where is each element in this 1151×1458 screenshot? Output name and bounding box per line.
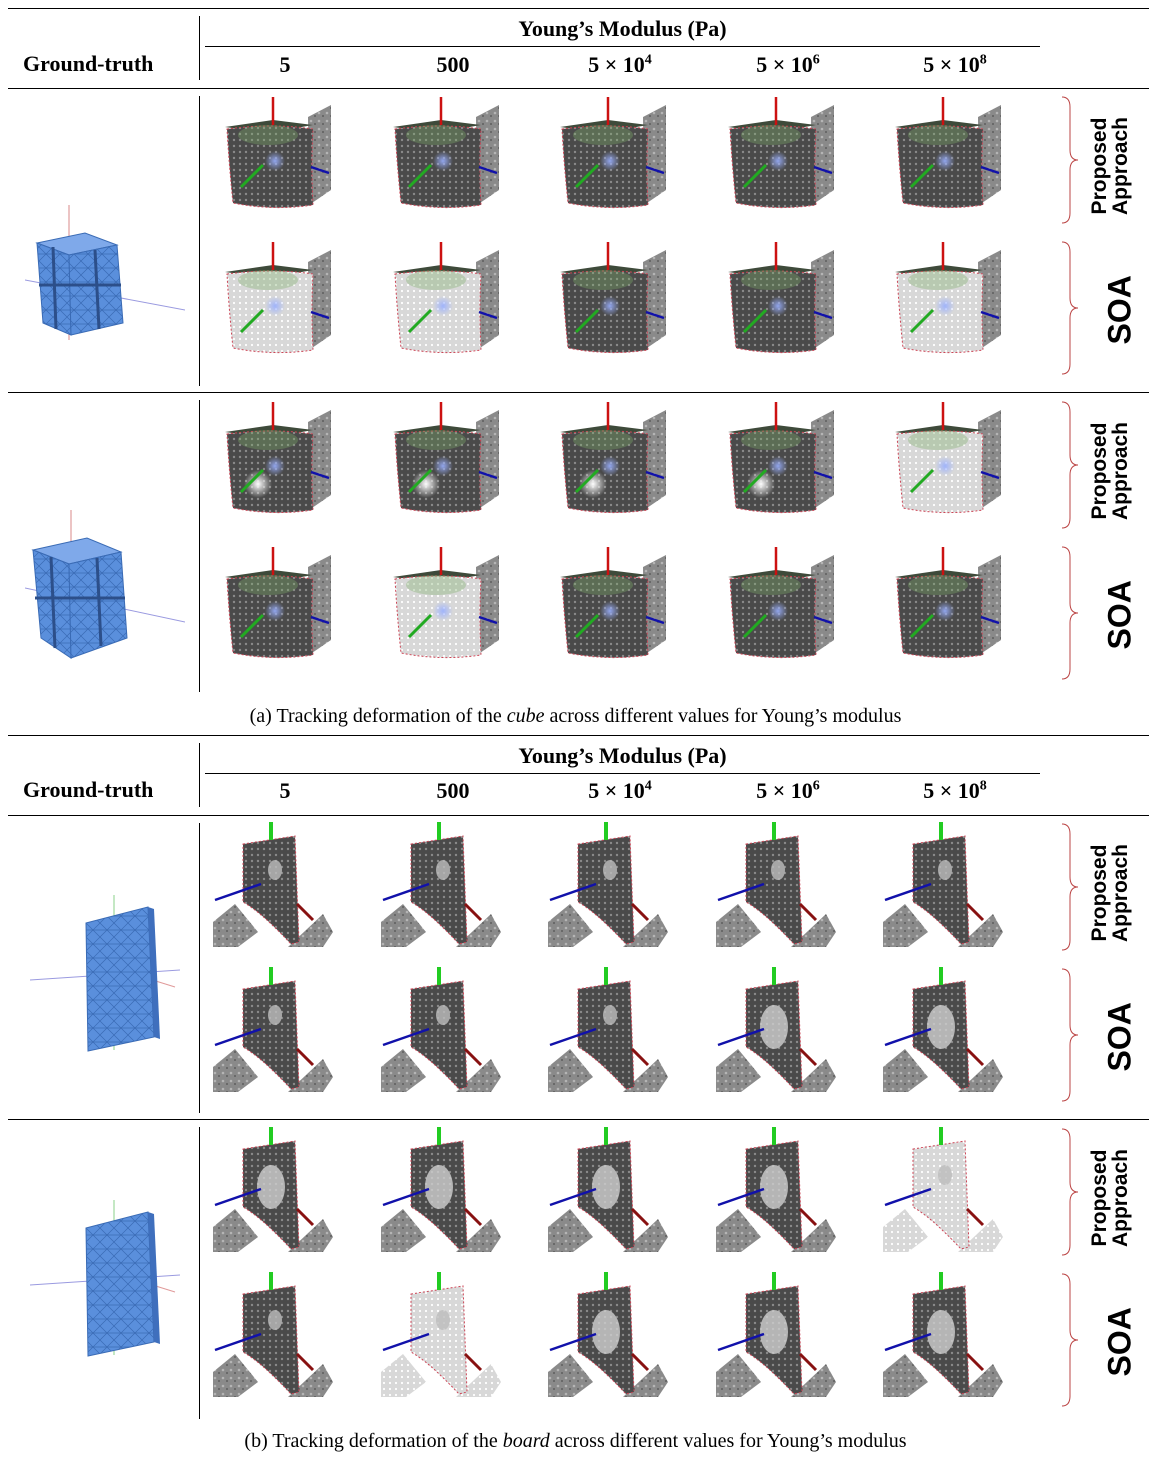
caption-a: (a) Tracking deformation of the cube acr… xyxy=(249,705,902,727)
column-header-b-5: 5 xyxy=(279,778,291,803)
ground-truth-label-b: Ground-truth xyxy=(23,777,154,802)
header-title: Young’s Modulus (Pa) xyxy=(518,16,727,41)
board-render-r2-5e6 xyxy=(716,967,836,1092)
column-header-b-5e6: 5 × 106 xyxy=(756,778,820,803)
ground-truth-cube-2 xyxy=(25,510,185,660)
side-label-soa-a2: SOA xyxy=(1060,545,1150,681)
cube-render-r1-5e6 xyxy=(716,95,836,220)
cube-render-r1-5e8 xyxy=(883,95,1003,220)
side-label-soa-a1: SOA xyxy=(1060,240,1150,376)
ground-truth-cube-1 xyxy=(25,205,185,345)
board-render-r4-5e8 xyxy=(883,1272,1003,1397)
board-render-r4-5e4 xyxy=(548,1272,668,1397)
ground-truth-board-1 xyxy=(30,895,180,1055)
board-render-r4-5 xyxy=(213,1272,333,1397)
cube-render-r4-5e4 xyxy=(548,545,668,670)
cube-render-r3-5e8 xyxy=(883,400,1003,525)
column-header-b-500: 500 xyxy=(436,778,470,803)
caption-b: (b) Tracking deformation of the board ac… xyxy=(244,1430,907,1452)
panel-a: Young’s Modulus (Pa) Ground-truth 5 500 … xyxy=(8,8,1150,727)
board-render-r2-5e8 xyxy=(883,967,1003,1092)
cube-render-r4-5e8 xyxy=(883,545,1003,670)
ground-truth-board-2 xyxy=(30,1200,180,1360)
cube-render-r2-5e4 xyxy=(548,240,668,365)
board-render-r1-5e8 xyxy=(883,822,1003,947)
board-render-r3-5e8 xyxy=(883,1127,1003,1252)
cube-render-r2-5 xyxy=(213,240,333,365)
column-header-b-5e4: 5 × 104 xyxy=(588,778,652,803)
column-header-5e4: 5 × 104 xyxy=(588,52,652,77)
cube-render-r2-5e6 xyxy=(716,240,836,365)
board-render-r4-5e6 xyxy=(716,1272,836,1397)
column-header-5e6: 5 × 106 xyxy=(756,52,820,77)
side-label-soa-b1: SOA xyxy=(1060,967,1150,1103)
board-render-r4-500 xyxy=(381,1272,501,1397)
board-render-r2-500 xyxy=(381,967,501,1092)
cube-render-r1-500 xyxy=(381,95,501,220)
column-header-5: 5 xyxy=(279,52,291,77)
ground-truth-label: Ground-truth xyxy=(23,51,154,76)
board-render-r2-5e4 xyxy=(548,967,668,1092)
board-render-r1-5 xyxy=(213,822,333,947)
board-render-r1-5e4 xyxy=(548,822,668,947)
panel-b: Young’s Modulus (Pa) Ground-truth 5 500 … xyxy=(0,735,1151,1458)
cube-render-r3-5 xyxy=(213,400,333,525)
header-title-b: Young’s Modulus (Pa) xyxy=(518,743,727,768)
cube-render-r3-5e4 xyxy=(548,400,668,525)
board-render-r2-5 xyxy=(213,967,333,1092)
side-label-proposed-a2: Proposed Approach xyxy=(1060,400,1150,530)
side-label-proposed-b2: Proposed Approach xyxy=(1060,1127,1150,1257)
board-render-r3-5e4 xyxy=(548,1127,668,1252)
cube-render-r1-5 xyxy=(213,95,333,220)
side-label-proposed-b1: Proposed Approach xyxy=(1060,822,1150,952)
board-render-r1-5e6 xyxy=(716,822,836,947)
side-label-soa-b2: SOA xyxy=(1060,1272,1150,1408)
board-render-r3-5e6 xyxy=(716,1127,836,1252)
cube-render-r4-5 xyxy=(213,545,333,670)
board-render-r3-500 xyxy=(381,1127,501,1252)
board-render-r3-5 xyxy=(213,1127,333,1252)
cube-render-r2-500 xyxy=(381,240,501,365)
board-render-r1-500 xyxy=(381,822,501,947)
column-header-5e8: 5 × 108 xyxy=(923,52,987,77)
column-header-b-5e8: 5 × 108 xyxy=(923,778,987,803)
side-label-proposed-a1: Proposed Approach xyxy=(1060,95,1150,225)
cube-render-r3-500 xyxy=(381,400,501,525)
cube-render-r4-500 xyxy=(381,545,501,670)
column-header-500: 500 xyxy=(436,52,470,77)
cube-render-r2-5e8 xyxy=(883,240,1003,365)
cube-render-r4-5e6 xyxy=(716,545,836,670)
cube-render-r3-5e6 xyxy=(716,400,836,525)
cube-render-r1-5e4 xyxy=(548,95,668,220)
